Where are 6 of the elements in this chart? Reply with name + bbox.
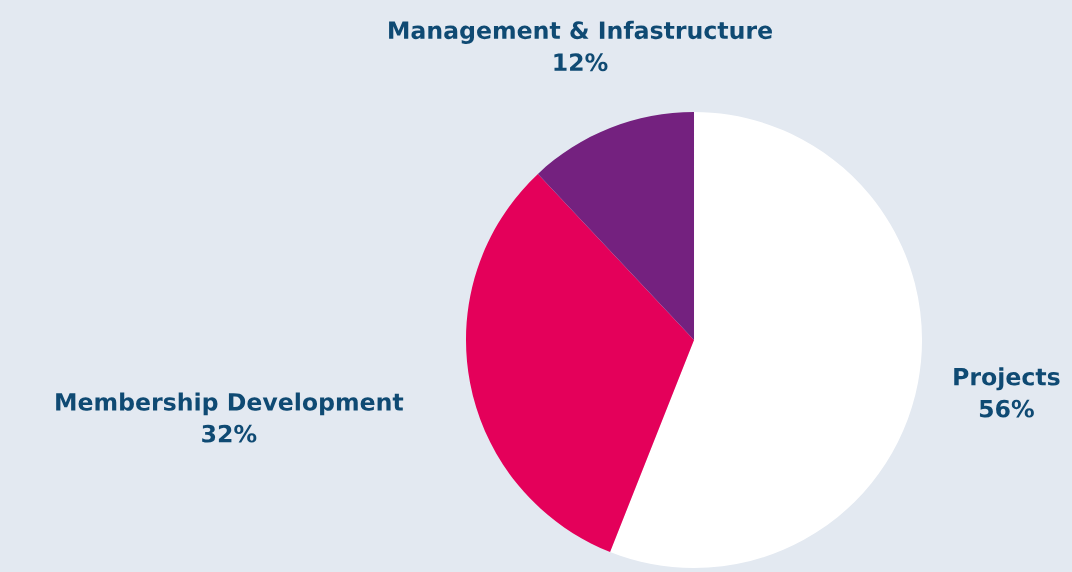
slice-label: Projects: [954, 367, 1060, 391]
slice-label: Membership Development: [56, 392, 404, 416]
data-label: 32%: [202, 424, 257, 443]
slice-label: Management & Infastructure: [389, 20, 772, 44]
data-label: 12%: [554, 53, 608, 72]
data-label: 56%: [979, 399, 1034, 418]
